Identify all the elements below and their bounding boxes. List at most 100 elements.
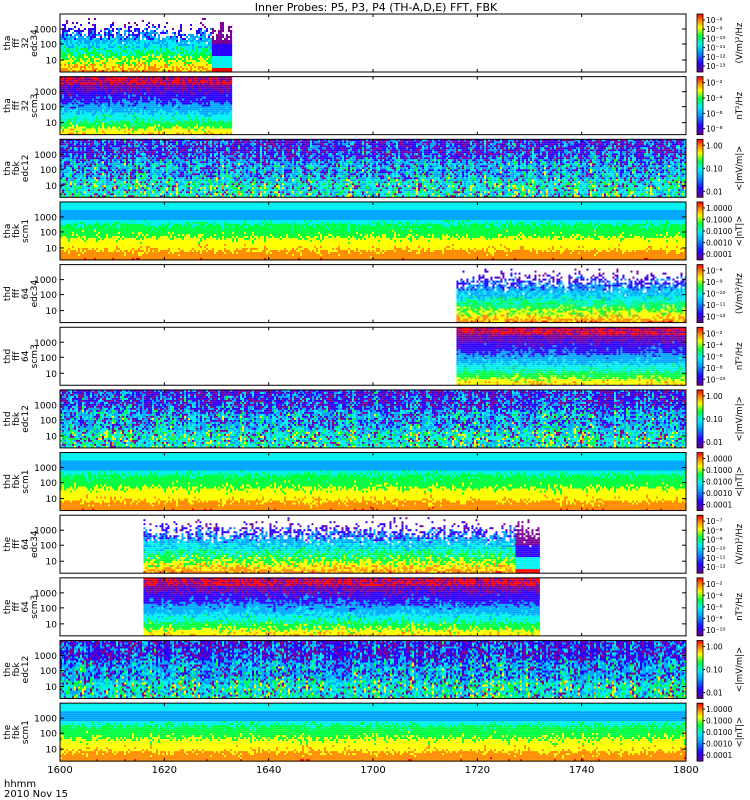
spectrogram-image [60,390,686,448]
y-tick-label: 100 [40,291,57,301]
x-axis: 1600 1620 1640 1700 1720 1740 1800 [47,765,698,776]
x-tick-label: 1620 [152,765,177,776]
colorbar-tick-label: 10⁻⁸ [706,526,723,535]
colorbar-tick-label: 0.0010 [706,489,732,498]
colorbar [697,265,703,323]
colorbar-tick-label: 10⁻⁸ [706,614,723,623]
figure-title: Inner Probes: P5, P3, P4 (TH-A,D,E) FFT,… [255,1,498,14]
colorbar-tick-label: 0.0001 [706,501,732,510]
colorbar-unit-label: nT²/Hz [735,592,745,620]
colorbar-unit-label: (V/m)²/Hz [735,523,745,564]
colorbar-tick-label: 0.0010 [706,740,732,749]
colorbar [697,139,703,197]
colorbar-tick-label: 0.1000 [706,215,732,224]
x-tick-label: 1740 [569,765,594,776]
y-tick-label: 10 [46,119,58,129]
panel-label-line: scm1 [21,469,31,493]
spectrogram-image [60,453,686,511]
y-tick-label: 10 [46,307,58,317]
y-tick-label: 1000 [34,151,57,161]
colorbar-tick-label: 0.0001 [706,250,732,259]
colorbar-tick-label: 10⁻¹³ [706,62,726,71]
colorbar-tick-label: 0.0100 [706,728,732,737]
y-tick-label: 100 [40,604,57,614]
colorbar [697,578,703,636]
colorbar [697,14,703,72]
y-tick-label: 10 [46,746,58,756]
colorbar-tick-label: 1.0000 [706,705,732,714]
colorbar-tick-label: 10⁻⁸ [706,16,723,25]
colorbar-unit-label: <|nT|> [735,216,745,247]
colorbar-unit-label: <|mV/m|> [735,396,745,441]
panel-label-line: edc12 [21,656,31,684]
colorbar [697,641,703,699]
colorbar [697,703,703,761]
panel-label-line: scm3 [30,595,40,619]
colorbar-tick-label: 10⁻¹⁰ [706,290,726,299]
panel-label: tha fbk scm1 [3,219,31,243]
colorbar-tick-label: 10⁻¹⁰ [706,545,726,554]
y-tick-label: 100 [40,730,57,740]
x-tick-label: 1700 [360,765,385,776]
colorbar-unit-label: <|mV/m|> [735,146,745,191]
y-tick-label: 10 [46,495,58,505]
colorbar-tick-label: 10⁻⁸ [706,364,723,373]
colorbar-tick-label: 10⁻⁹ [706,25,723,34]
colorbar-tick-label: 1.0000 [706,204,732,213]
colorbar-tick-label: 0.1000 [706,466,732,475]
x-tick-label: 1600 [47,765,72,776]
colorbar-tick-label: 10⁻¹² [706,313,726,322]
colorbar [697,202,703,260]
y-tick-label: 10 [46,620,58,630]
colorbar-tick-label: 10⁻⁸ [706,267,723,276]
colorbar-tick-label: 0.0100 [706,478,732,487]
colorbar-unit-label: nT²/Hz [735,342,745,370]
colorbar-tick-label: 0.0001 [706,751,732,760]
spectrogram-image [60,202,686,260]
colorbar-tick-label: 10⁻¹¹ [706,301,726,310]
panel-label-line: scm1 [21,720,31,744]
colorbar [697,515,703,573]
y-tick-label: 100 [40,228,57,238]
panel-label-line: edc34 [30,530,40,558]
colorbar-unit-label: <|nT|> [735,466,745,497]
colorbar [697,77,703,135]
colorbar-unit-label: <|mV/m|> [735,647,745,692]
y-tick-label: 10 [46,370,58,380]
y-tick-label: 10 [46,244,58,254]
colorbar-tick-label: 1.00 [706,141,723,150]
colorbar-tick-label: 10⁻¹² [706,563,726,572]
y-tick-label: 100 [40,103,57,113]
colorbar-tick-label: 10⁻¹¹ [706,44,726,53]
colorbar-tick-label: 10⁻¹² [706,53,726,62]
x-tick-label: 1720 [465,765,490,776]
colorbar-tick-label: 10⁻⁴ [706,591,723,600]
panel-label-line: scm3 [30,344,40,368]
y-tick-label: 100 [40,667,57,677]
panel-label: the fff 64 scm3 [3,595,40,619]
panel-label: thd fbk scm1 [3,469,31,493]
panel-label-line: edc12 [21,405,31,433]
y-tick-label: 1000 [34,464,57,474]
y-tick-label: 10 [46,432,58,442]
spectrogram-image [60,641,686,699]
colorbar-tick-label: 0.10 [706,164,723,173]
panel-label: thd fff 64 edc34 [3,280,40,308]
spectrogram-image [456,327,686,385]
spectrogram-image [143,578,539,636]
panel-label: the fff 64 edc34 [3,530,40,558]
colorbar [697,453,703,511]
x-tick-label: 1800 [673,765,698,776]
colorbar-tick-label: 10⁻⁹ [706,536,723,545]
